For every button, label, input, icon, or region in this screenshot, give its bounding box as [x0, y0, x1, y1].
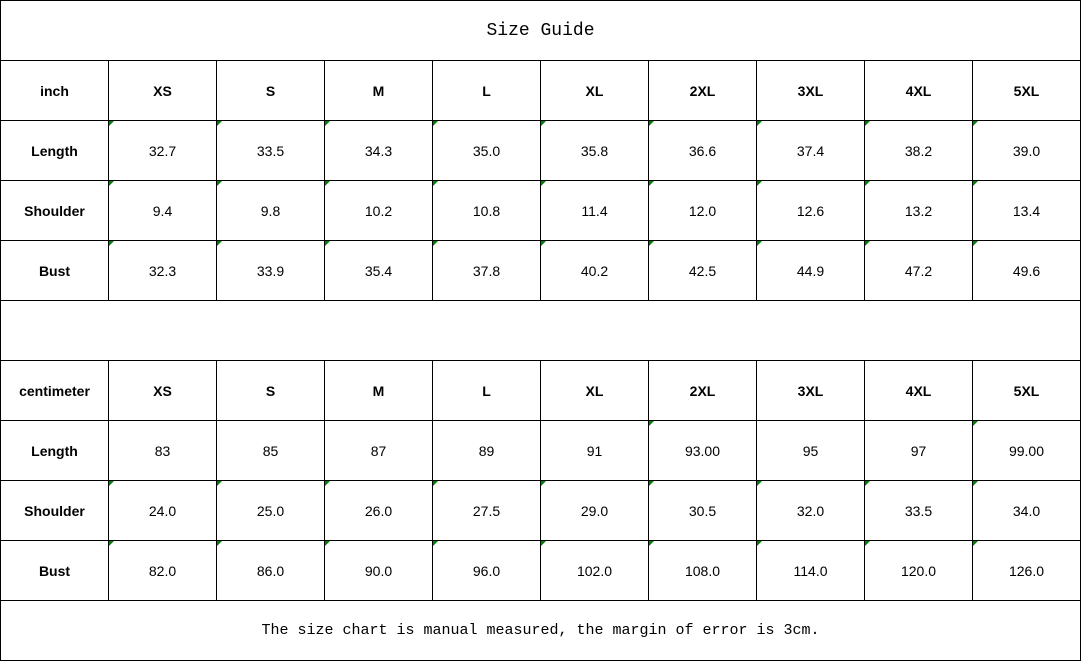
value-cell[interactable]: 29.0: [540, 480, 649, 541]
measure-label-cell[interactable]: Length: [0, 420, 109, 481]
value-cell[interactable]: 36.6: [648, 120, 757, 181]
note-cell[interactable]: The size chart is manual measured, the m…: [0, 600, 1081, 661]
size-header-cell[interactable]: 5XL: [972, 60, 1081, 121]
value-cell[interactable]: 108.0: [648, 540, 757, 601]
value-cell[interactable]: 10.8: [432, 180, 541, 241]
measure-label-cell[interactable]: Bust: [0, 540, 109, 601]
size-header-cell[interactable]: 5XL: [972, 360, 1081, 421]
header-row-inch: inch XS S M L XL 2XL 3XL 4XL 5XL: [0, 60, 1081, 121]
title-cell[interactable]: Size Guide: [0, 0, 1081, 61]
value-cell[interactable]: 90.0: [324, 540, 433, 601]
size-header-cell[interactable]: M: [324, 360, 433, 421]
value-cell[interactable]: 99.00: [972, 420, 1081, 481]
value-cell[interactable]: 33.9: [216, 240, 325, 301]
value-cell[interactable]: 39.0: [972, 120, 1081, 181]
value-cell[interactable]: 34.0: [972, 480, 1081, 541]
table-row: Shoulder 24.0 25.0 26.0 27.5 29.0 30.5 32.0 33.5…: [0, 480, 1081, 541]
value-cell[interactable]: 120.0: [864, 540, 973, 601]
value-cell[interactable]: 37.4: [756, 120, 865, 181]
value-cell[interactable]: 9.4: [108, 180, 217, 241]
value-cell[interactable]: 32.3: [108, 240, 217, 301]
value-cell[interactable]: 13.2: [864, 180, 973, 241]
value-cell[interactable]: 24.0: [108, 480, 217, 541]
value-cell[interactable]: 40.2: [540, 240, 649, 301]
unit-header-cell[interactable]: centimeter: [0, 360, 109, 421]
value-cell[interactable]: 9.8: [216, 180, 325, 241]
value-cell[interactable]: 26.0: [324, 480, 433, 541]
spacer-row: [0, 300, 1081, 361]
value-cell[interactable]: 93.00: [648, 420, 757, 481]
size-header-cell[interactable]: S: [216, 360, 325, 421]
value-cell[interactable]: 49.6: [972, 240, 1081, 301]
value-cell[interactable]: 96.0: [432, 540, 541, 601]
table-row: Length 32.7 33.5 34.3 35.0 35.8 36.6 37.4 38.2 39…: [0, 120, 1081, 181]
value-cell[interactable]: 95: [756, 420, 865, 481]
value-cell[interactable]: 97: [864, 420, 973, 481]
table-row: Length 83 85 87 89 91 93.00 95 97 99.00: [0, 420, 1081, 481]
value-cell[interactable]: 12.0: [648, 180, 757, 241]
measure-label-cell[interactable]: Shoulder: [0, 180, 109, 241]
unit-header-cell[interactable]: inch: [0, 60, 109, 121]
value-cell[interactable]: 44.9: [756, 240, 865, 301]
value-cell[interactable]: 82.0: [108, 540, 217, 601]
size-header-cell[interactable]: L: [432, 60, 541, 121]
value-cell[interactable]: 30.5: [648, 480, 757, 541]
note-row: The size chart is manual measured, the m…: [0, 600, 1081, 661]
table-row: Bust 82.0 86.0 90.0 96.0 102.0 108.0 114.0 120.0…: [0, 540, 1081, 601]
size-header-cell[interactable]: M: [324, 60, 433, 121]
value-cell[interactable]: 86.0: [216, 540, 325, 601]
measure-label-cell[interactable]: Shoulder: [0, 480, 109, 541]
value-cell[interactable]: 89: [432, 420, 541, 481]
size-header-cell[interactable]: L: [432, 360, 541, 421]
value-cell[interactable]: 27.5: [432, 480, 541, 541]
size-header-cell[interactable]: 3XL: [756, 360, 865, 421]
value-cell[interactable]: 85: [216, 420, 325, 481]
value-cell[interactable]: 32.7: [108, 120, 217, 181]
value-cell[interactable]: 13.4: [972, 180, 1081, 241]
value-cell[interactable]: 35.0: [432, 120, 541, 181]
value-cell[interactable]: 38.2: [864, 120, 973, 181]
value-cell[interactable]: 10.2: [324, 180, 433, 241]
value-cell[interactable]: 37.8: [432, 240, 541, 301]
header-row-centimeter: centimeter XS S M L XL 2XL 3XL 4XL 5XL: [0, 360, 1081, 421]
value-cell[interactable]: 87: [324, 420, 433, 481]
size-header-cell[interactable]: 2XL: [648, 360, 757, 421]
table-row: Bust 32.3 33.9 35.4 37.8 40.2 42.5 44.9 47.2 49.6: [0, 240, 1081, 301]
size-header-cell[interactable]: XL: [540, 60, 649, 121]
value-cell[interactable]: 32.0: [756, 480, 865, 541]
value-cell[interactable]: 35.8: [540, 120, 649, 181]
size-header-cell[interactable]: XS: [108, 60, 217, 121]
value-cell[interactable]: 114.0: [756, 540, 865, 601]
size-header-cell[interactable]: 3XL: [756, 60, 865, 121]
empty-cell[interactable]: [0, 300, 1081, 361]
size-header-cell[interactable]: 4XL: [864, 60, 973, 121]
value-cell[interactable]: 12.6: [756, 180, 865, 241]
value-cell[interactable]: 35.4: [324, 240, 433, 301]
size-header-cell[interactable]: 4XL: [864, 360, 973, 421]
size-header-cell[interactable]: S: [216, 60, 325, 121]
value-cell[interactable]: 25.0: [216, 480, 325, 541]
value-cell[interactable]: 47.2: [864, 240, 973, 301]
size-header-cell[interactable]: 2XL: [648, 60, 757, 121]
value-cell[interactable]: 33.5: [864, 480, 973, 541]
value-cell[interactable]: 11.4: [540, 180, 649, 241]
value-cell[interactable]: 34.3: [324, 120, 433, 181]
value-cell[interactable]: 102.0: [540, 540, 649, 601]
measure-label-cell[interactable]: Length: [0, 120, 109, 181]
value-cell[interactable]: 42.5: [648, 240, 757, 301]
value-cell[interactable]: 83: [108, 420, 217, 481]
size-header-cell[interactable]: XS: [108, 360, 217, 421]
value-cell[interactable]: 33.5: [216, 120, 325, 181]
value-cell[interactable]: 126.0: [972, 540, 1081, 601]
size-header-cell[interactable]: XL: [540, 360, 649, 421]
table-row: Shoulder 9.4 9.8 10.2 10.8 11.4 12.0 12.6 13.2 13…: [0, 180, 1081, 241]
value-cell[interactable]: 91: [540, 420, 649, 481]
measure-label-cell[interactable]: Bust: [0, 240, 109, 301]
